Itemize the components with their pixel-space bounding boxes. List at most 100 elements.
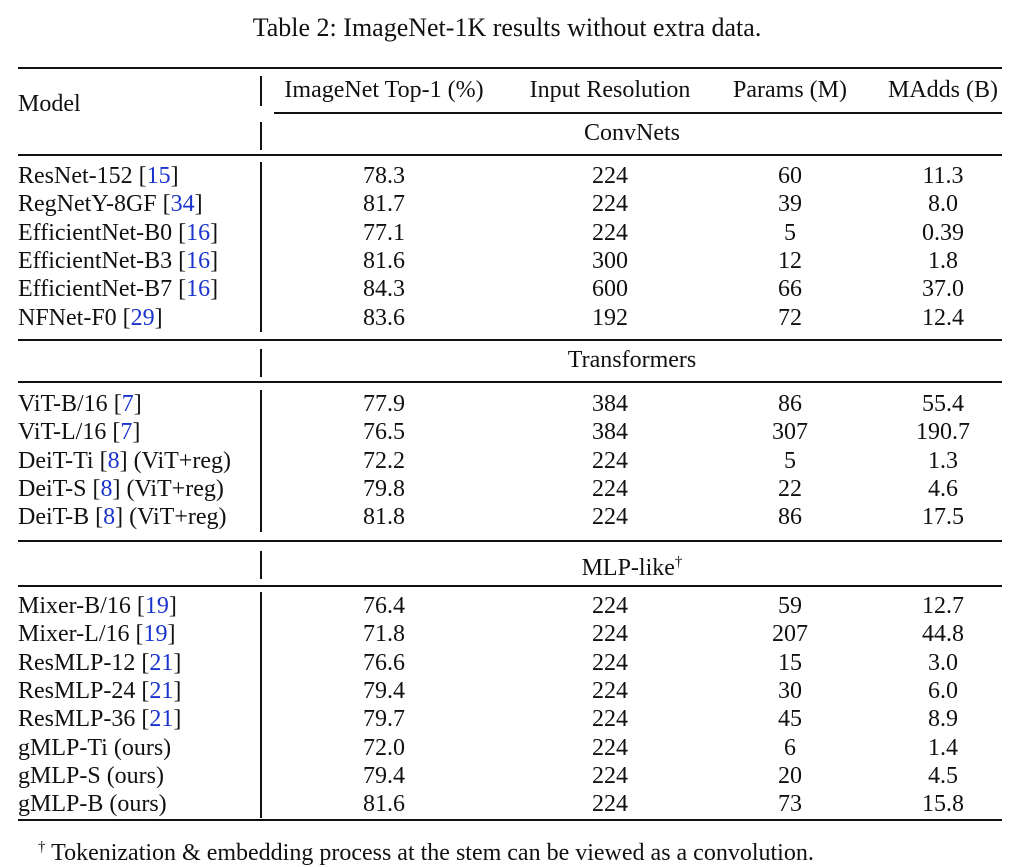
header-inner-rule	[274, 112, 1002, 114]
header-resolution: Input Resolution	[529, 77, 691, 103]
cell-top1: 76.5	[363, 419, 405, 446]
cell-res: 224	[592, 677, 628, 704]
cell-madds: 12.4	[922, 304, 964, 331]
citation-link[interactable]: 34	[170, 191, 195, 218]
cell-top1: 84.3	[363, 276, 405, 303]
model-name: ViT-B/16	[18, 391, 108, 417]
cell-res: 224	[592, 791, 628, 818]
cell-madds: 0.39	[922, 219, 964, 246]
cell-top1: 78.3	[363, 163, 405, 189]
footnote-mark: †	[38, 839, 46, 855]
model-name: gMLP-S	[18, 762, 101, 789]
group-body-vline	[260, 390, 262, 532]
group-separator-rule	[18, 339, 1002, 341]
group-separator-rule	[18, 540, 1002, 542]
cell-madds: 44.8	[922, 621, 964, 648]
cell-res: 224	[592, 504, 628, 531]
group-label: ConvNets	[262, 119, 1002, 147]
cell-top1: 76.6	[363, 649, 405, 676]
citation-link[interactable]: 7	[121, 391, 134, 417]
model-note: (ours)	[113, 734, 172, 761]
cell-top1: 79.8	[363, 475, 405, 502]
table-row-model: DeiT-Ti [8] (ViT+reg)	[18, 447, 231, 474]
cell-res: 224	[592, 621, 628, 648]
table-row-model: Mixer-L/16 [19]	[18, 621, 176, 648]
citation-link[interactable]: 21	[149, 677, 174, 704]
group-label: Transformers	[262, 346, 1002, 374]
group-name: ConvNets	[584, 120, 680, 146]
citation-link[interactable]: 21	[149, 706, 174, 733]
table-row-model: DeiT-B [8] (ViT+reg)	[18, 504, 227, 531]
cell-params: 5	[784, 219, 796, 246]
cell-madds: 55.4	[922, 391, 964, 417]
cell-top1: 72.0	[363, 734, 405, 761]
citation-link[interactable]: 29	[130, 304, 155, 331]
cell-params: 6	[784, 734, 796, 761]
model-note: (ours)	[106, 762, 165, 789]
model-name: gMLP-B	[18, 791, 104, 818]
cell-madds: 1.4	[928, 734, 958, 761]
cell-params: 307	[772, 419, 808, 446]
cell-res: 224	[592, 649, 628, 676]
model-name: DeiT-B	[18, 504, 90, 531]
cell-res: 300	[592, 247, 628, 274]
cell-params: 30	[778, 677, 802, 704]
model-name: ViT-L/16	[18, 419, 107, 446]
citation-link[interactable]: 16	[186, 219, 211, 246]
cell-params: 86	[778, 391, 802, 417]
cell-madds: 4.5	[928, 762, 958, 789]
model-name: DeiT-S	[18, 475, 87, 502]
citation-link[interactable]: 8	[103, 504, 116, 531]
cell-params: 86	[778, 504, 802, 531]
table-row-model: ResMLP-36 [21]	[18, 706, 182, 733]
cell-top1: 71.8	[363, 621, 405, 648]
model-name: NFNet-F0	[18, 304, 117, 331]
table-row-model: ViT-B/16 [7]	[18, 391, 142, 417]
table-row-model: DeiT-S [8] (ViT+reg)	[18, 475, 224, 502]
citation-link[interactable]: 8	[107, 447, 120, 474]
table-row-model: RegNetY-8GF [34]	[18, 191, 203, 218]
group-body-vline	[260, 592, 262, 819]
citation-link[interactable]: 7	[120, 419, 133, 446]
table-row-model: EfficientNet-B7 [16]	[18, 276, 219, 303]
model-name: Mixer-B/16	[18, 593, 131, 619]
group-name: MLP-like	[581, 555, 675, 581]
cell-params: 22	[778, 475, 802, 502]
group-header-vline	[260, 122, 262, 150]
cell-res: 224	[592, 762, 628, 789]
model-name: ResMLP-36	[18, 706, 136, 733]
citation-link[interactable]: 16	[186, 247, 211, 274]
table-row-model: gMLP-S (ours)	[18, 762, 164, 790]
cell-top1: 79.7	[363, 706, 405, 733]
cell-madds: 1.8	[928, 247, 958, 274]
cell-res: 384	[592, 391, 628, 417]
cell-res: 600	[592, 276, 628, 303]
cell-params: 12	[778, 247, 802, 274]
table-row-model: Mixer-B/16 [19]	[18, 593, 177, 619]
citation-link[interactable]: 15	[146, 163, 171, 189]
citation-link[interactable]: 8	[100, 475, 113, 502]
header-madds: MAdds (B)	[887, 77, 999, 103]
header-model: Model	[18, 91, 81, 117]
citation-link[interactable]: 16	[186, 276, 211, 303]
citation-link[interactable]: 21	[149, 649, 174, 676]
cell-madds: 11.3	[922, 163, 964, 189]
cell-top1: 77.1	[363, 219, 405, 246]
citation-link[interactable]: 19	[143, 621, 168, 648]
cell-madds: 8.0	[928, 191, 958, 218]
model-note: (ViT+reg)	[133, 447, 231, 474]
model-name: RegNetY-8GF	[18, 191, 157, 218]
top-rule	[18, 67, 1002, 69]
citation-link[interactable]: 19	[144, 593, 169, 619]
cell-top1: 79.4	[363, 762, 405, 789]
cell-res: 384	[592, 419, 628, 446]
group-label: MLP-like†	[262, 548, 1002, 582]
group-name: Transformers	[567, 347, 697, 373]
model-name: ResMLP-24	[18, 677, 136, 704]
cell-madds: 17.5	[922, 504, 964, 531]
cell-params: 207	[772, 621, 808, 648]
cell-params: 73	[778, 791, 802, 818]
cell-madds: 3.0	[928, 649, 958, 676]
cell-top1: 81.6	[363, 247, 405, 274]
header-params: Params (M)	[733, 77, 847, 103]
